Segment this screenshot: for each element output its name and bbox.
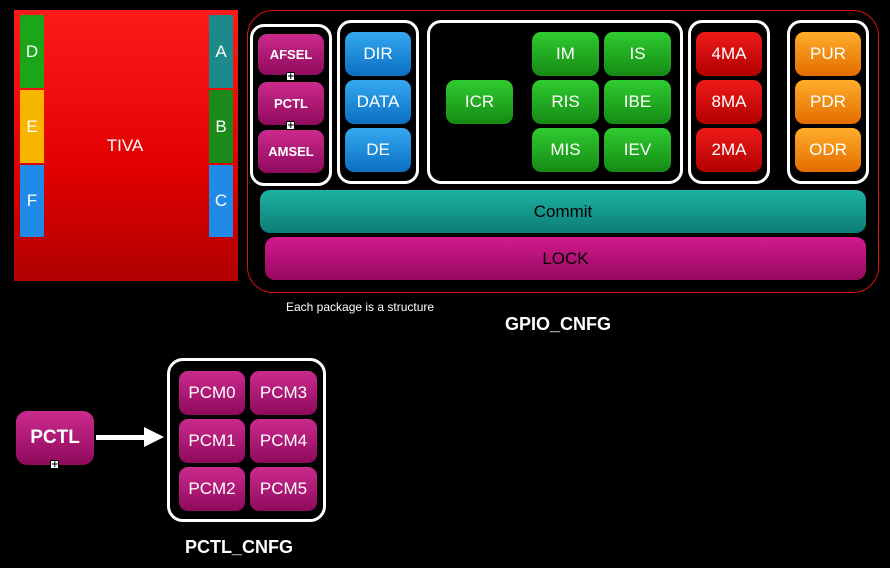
drive-8ma-box: 8MA — [696, 80, 762, 124]
pctl-cnfg-title: PCTL_CNFG — [185, 537, 293, 557]
gpio-cnfg-container — [247, 10, 879, 293]
plus-box-icon: + — [50, 460, 59, 470]
ris-box: RIS — [532, 80, 599, 124]
odr-box: ODR — [795, 128, 861, 172]
pcm4-box: PCM4 — [250, 419, 317, 463]
mis-box: MIS — [532, 128, 599, 172]
pcm3-box: PCM3 — [250, 371, 317, 415]
drive-2ma-box: 2MA — [696, 128, 762, 172]
pcm5-box: PCM5 — [250, 467, 317, 511]
gpio-cnfg-title: GPIO_CNFG — [505, 314, 612, 334]
tiva-label: TIVA — [106, 136, 144, 155]
pur-box: PUR — [795, 32, 861, 76]
port-f: F — [20, 165, 44, 237]
port-c: C — [209, 165, 233, 237]
de-box: DE — [345, 128, 411, 172]
im-box: IM — [532, 32, 599, 76]
pcm2-box: PCM2 — [179, 467, 245, 511]
port-e: E — [20, 90, 44, 163]
icr-box: ICR — [446, 80, 513, 124]
port-b: B — [209, 90, 233, 163]
pcm1-box: PCM1 — [179, 419, 245, 463]
pdr-box: PDR — [795, 80, 861, 124]
plus-box-icon: + — [286, 72, 295, 82]
plus-box-icon: + — [286, 121, 295, 131]
pctl-source-box: PCTL — [16, 411, 94, 465]
ibe-box: IBE — [604, 80, 671, 124]
pctl-box: PCTL — [258, 82, 324, 125]
commit-bar: Commit — [260, 190, 866, 233]
structure-note: Each package is a structure — [286, 300, 435, 314]
iev-box: IEV — [604, 128, 671, 172]
lock-bar: LOCK — [265, 237, 866, 280]
is-box: IS — [604, 32, 671, 76]
afsel-box: AFSEL — [258, 34, 324, 75]
right-arrow-icon — [96, 427, 164, 447]
amsel-box: AMSEL — [258, 130, 324, 173]
data-box: DATA — [345, 80, 411, 124]
port-d: D — [20, 15, 44, 88]
port-a: A — [209, 15, 233, 88]
pcm0-box: PCM0 — [179, 371, 245, 415]
drive-4ma-box: 4MA — [696, 32, 762, 76]
tiva-chip — [14, 10, 238, 281]
dir-box: DIR — [345, 32, 411, 76]
